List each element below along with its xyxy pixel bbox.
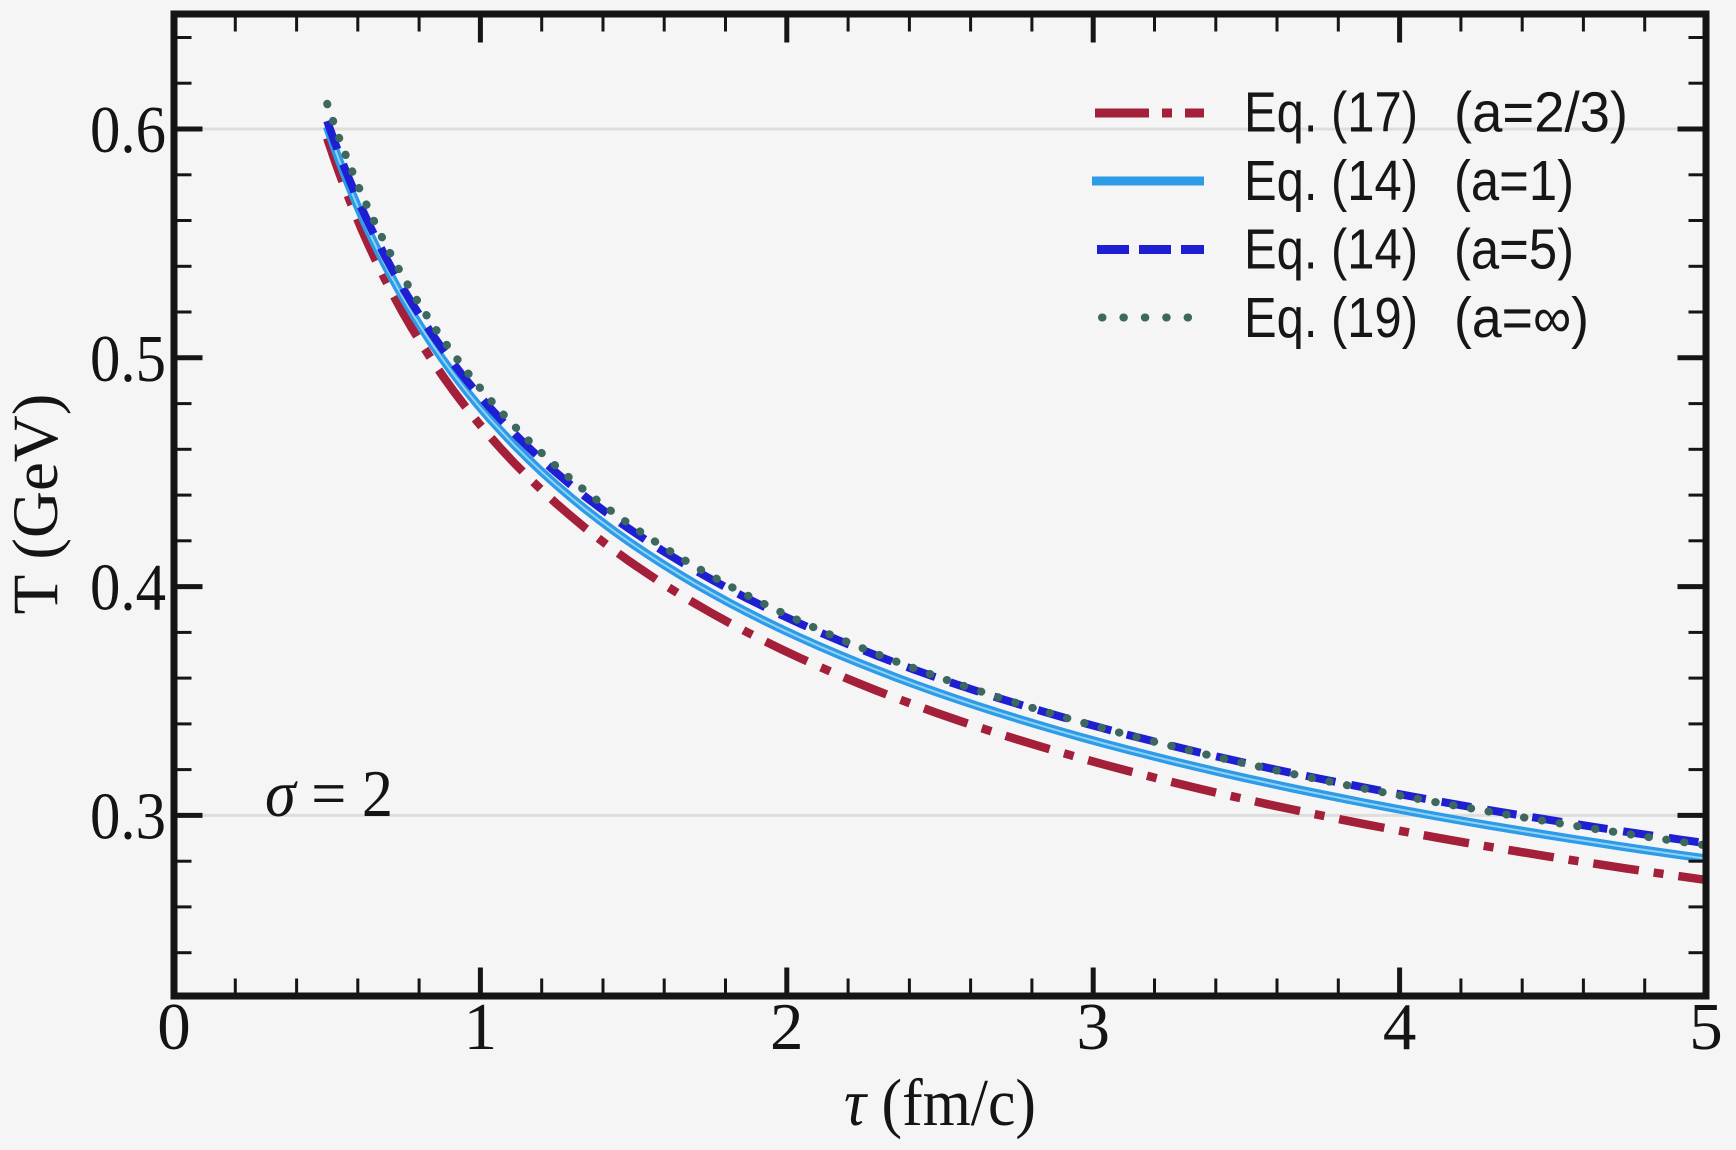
svg-text:(a=∞): (a=∞) (1454, 286, 1589, 350)
svg-text:0: 0 (157, 990, 191, 1064)
svg-text:Eq. (19): Eq. (19) (1244, 286, 1418, 350)
svg-text:2: 2 (770, 990, 804, 1064)
svg-text:5: 5 (1689, 990, 1723, 1064)
svg-text:(a=2/3): (a=2/3) (1454, 81, 1628, 145)
svg-text:0.5: 0.5 (90, 322, 166, 396)
svg-text:Eq. (17): Eq. (17) (1244, 81, 1418, 145)
svg-text:Eq. (14): Eq. (14) (1244, 218, 1418, 282)
svg-text:Eq. (14): Eq. (14) (1244, 149, 1418, 213)
svg-text:T (GeV): T (GeV) (0, 394, 72, 615)
svg-text:σ = 2: σ = 2 (265, 757, 393, 831)
svg-text:3: 3 (1076, 990, 1110, 1064)
svg-text:0.3: 0.3 (90, 779, 166, 853)
svg-text:0.6: 0.6 (90, 93, 166, 167)
svg-text:τ (fm/c): τ (fm/c) (844, 1066, 1036, 1140)
svg-text:1: 1 (464, 990, 498, 1064)
svg-text:0.4: 0.4 (90, 551, 166, 625)
svg-text:(a=1): (a=1) (1454, 149, 1574, 213)
svg-text:4: 4 (1383, 990, 1417, 1064)
svg-text:(a=5): (a=5) (1454, 218, 1574, 282)
